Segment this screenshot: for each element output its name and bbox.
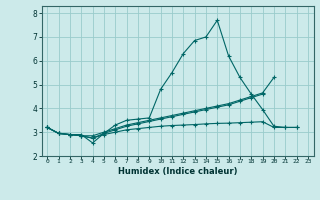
X-axis label: Humidex (Indice chaleur): Humidex (Indice chaleur) (118, 167, 237, 176)
